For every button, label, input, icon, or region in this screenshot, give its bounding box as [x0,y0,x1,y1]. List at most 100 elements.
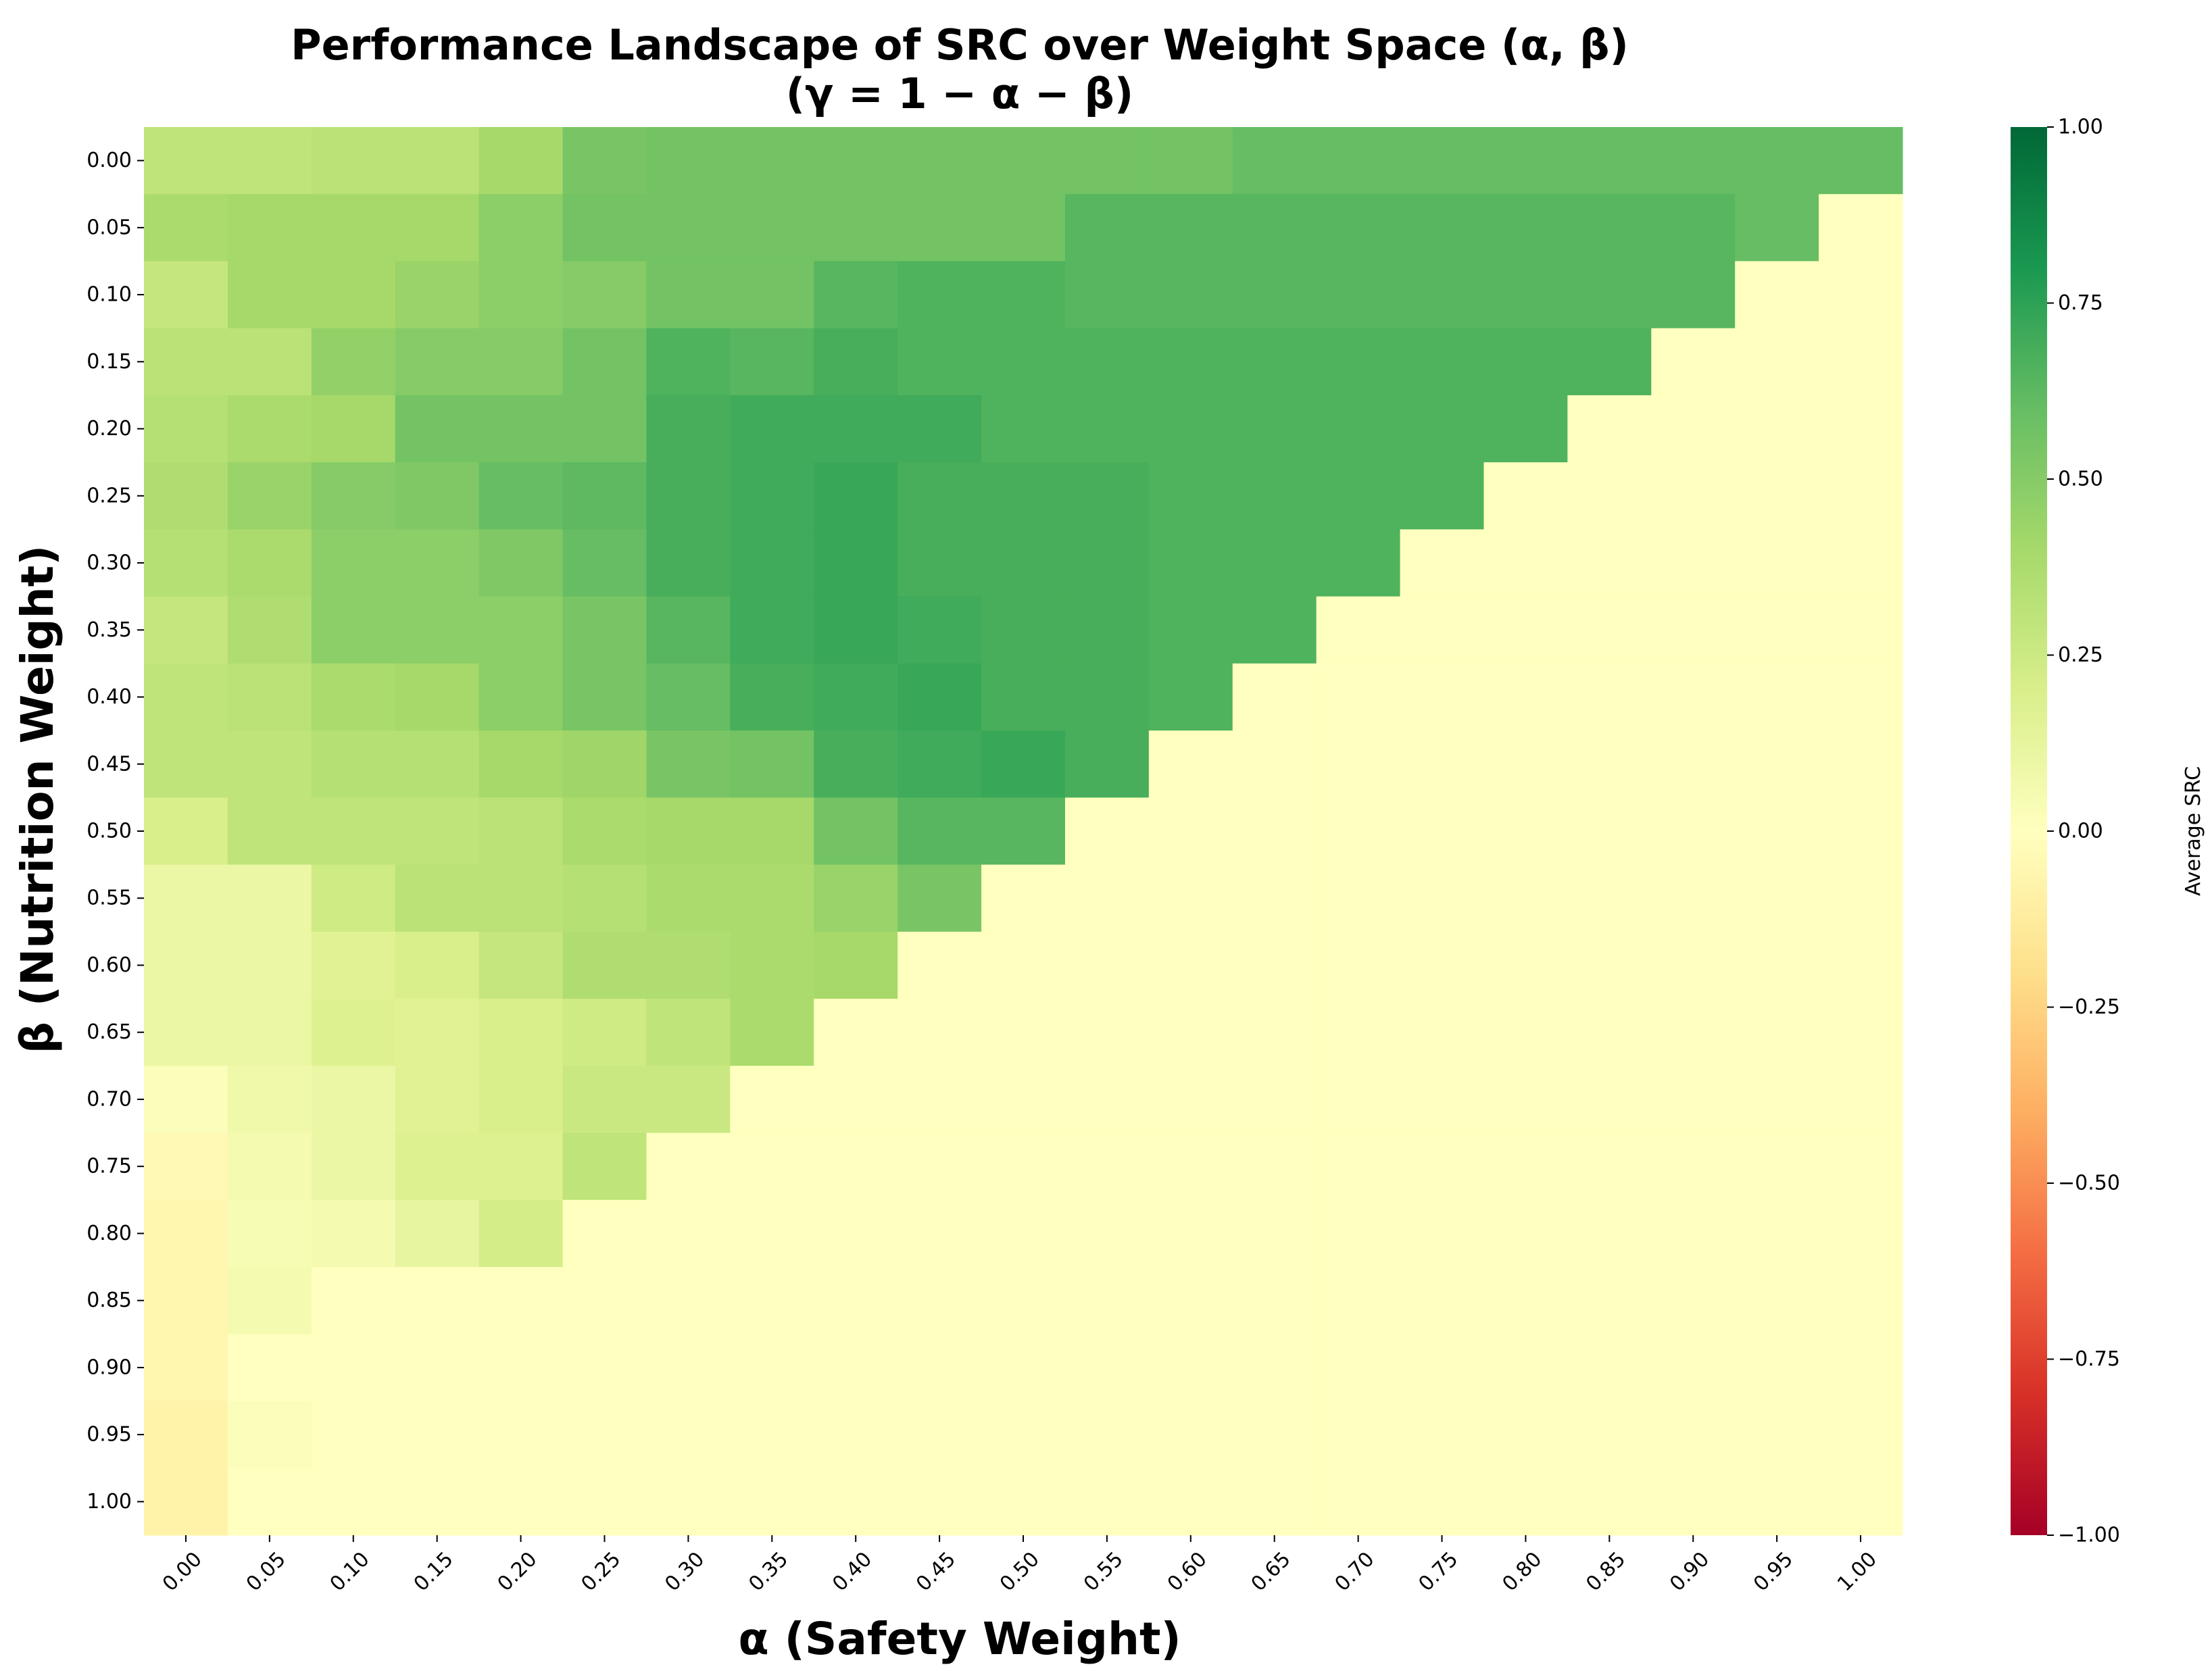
heatmap-cell [1232,864,1317,932]
heatmap-cell [1735,328,1819,396]
heatmap-cell [1651,1401,1736,1469]
x-tick-label: 0.35 [744,1547,793,1596]
heatmap-cell [1064,1267,1150,1335]
heatmap-cell [478,797,564,866]
heatmap-cell [1400,395,1485,463]
heatmap-cell [1316,663,1401,731]
heatmap-cell [981,395,1066,463]
heatmap-cell [227,1066,312,1134]
heatmap-cell [478,261,564,329]
heatmap-cell [311,261,396,329]
heatmap-cell [898,596,982,664]
heatmap-cell [646,462,731,530]
heatmap-cell [1735,1334,1819,1402]
y-tick-label: 0.45 [87,752,132,776]
heatmap-cell [144,194,228,262]
heatmap-cell [1735,999,1819,1066]
heatmap-cell [1232,1334,1317,1402]
heatmap-cell [646,328,731,396]
heatmap-cell [1316,864,1401,932]
y-tick-label: 0.25 [87,484,132,507]
colorbar-tick-label: −0.25 [2058,995,2120,1019]
heatmap-cell [814,328,898,396]
heatmap-cell [1148,1199,1233,1268]
heatmap-cell [1651,395,1736,463]
heatmap-cell [646,395,731,463]
heatmap-cell [1316,1334,1401,1402]
heatmap-cell [1232,1199,1317,1268]
heatmap-cell [1400,730,1485,798]
heatmap-cell [311,999,396,1066]
x-tick-label: 0.15 [410,1547,458,1596]
heatmap-cell [144,1334,228,1402]
heatmap-cell [1567,127,1652,195]
heatmap-cell [1148,1468,1233,1536]
heatmap-cell [898,797,982,866]
heatmap-cell [646,864,731,932]
y-tick-label: 0.00 [87,149,132,172]
y-tick-label: 0.85 [87,1289,132,1312]
heatmap-cell [730,1334,814,1402]
heatmap-cell [1567,328,1652,396]
heatmap-cell [562,663,647,731]
x-tick-label: 0.70 [1331,1547,1379,1596]
heatmap-cell [1316,1132,1401,1201]
heatmap-cell [144,1066,228,1134]
heatmap-cell [562,797,647,866]
heatmap-cell [1735,864,1819,932]
heatmap-cell [144,127,228,195]
x-tick-label: 0.30 [660,1547,709,1596]
heatmap-cell [311,596,396,664]
x-tick-label: 0.55 [1079,1547,1128,1596]
heatmap-cell [1316,931,1401,999]
heatmap-cell [1232,529,1317,597]
heatmap-cell [1651,529,1736,597]
chart-title: Performance Landscape of SRC over Weight… [291,20,1629,70]
heatmap-cell [562,1468,647,1536]
heatmap-cell [1651,1066,1736,1134]
heatmap-cell [1316,730,1401,798]
heatmap-cell [730,797,814,866]
heatmap-cell [898,194,982,262]
heatmap-cell [1483,127,1568,195]
heatmap-cell [1064,127,1150,195]
heatmap-cell [1735,261,1819,329]
heatmap-cell [1232,1132,1317,1201]
x-tick-label: 0.75 [1414,1547,1463,1596]
heatmap-cell [144,931,228,999]
heatmap-cell [1064,999,1150,1066]
heatmap-cell [1316,127,1401,195]
heatmap-cell [814,529,898,597]
colorbar-tick-label: 0.50 [2058,468,2103,491]
heatmap-cell [1483,1267,1568,1335]
heatmap-cell [1651,931,1736,999]
heatmap-cell [144,864,228,932]
heatmap-cell [1483,529,1568,597]
heatmap-cell [395,127,480,195]
heatmap-cell [1651,797,1736,866]
heatmap-cell [1148,194,1233,262]
heatmap-cell [562,328,647,396]
heatmap-cell [1483,1468,1568,1536]
heatmap-cell [227,529,312,597]
x-tick-label: 1.00 [1833,1547,1882,1596]
heatmap-cell [1819,395,1903,463]
heatmap-cell [478,328,564,396]
heatmap-cell [227,395,312,463]
heatmap-cell [1483,999,1568,1066]
heatmap-cell [1483,931,1568,999]
heatmap-cell [1232,328,1317,396]
colorbar-label: Average SRC [2182,766,2205,896]
heatmap-cell [227,1401,312,1469]
heatmap-cell [814,663,898,731]
heatmap-cell [227,1334,312,1402]
heatmap-cell [1651,730,1736,798]
heatmap-cell [1567,864,1652,932]
heatmap-cell [730,1066,814,1134]
heatmap-cell [730,596,814,664]
heatmap-cell [562,864,647,932]
heatmap-cell [814,395,898,463]
heatmap-cell [144,1267,228,1335]
y-tick-label: 0.60 [87,953,132,977]
